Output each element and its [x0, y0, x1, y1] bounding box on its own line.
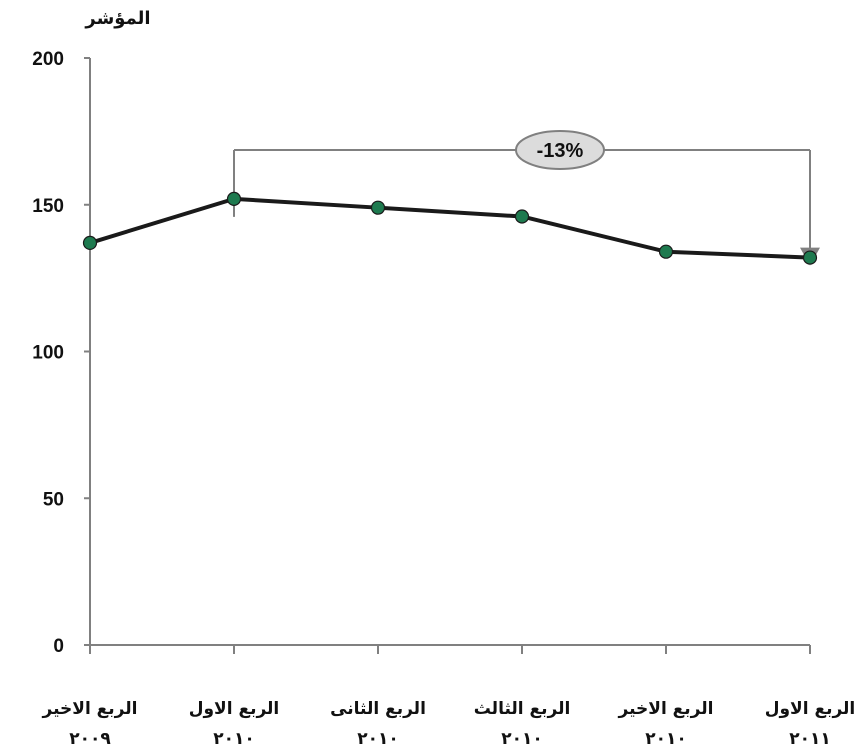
category-year-4: ٢٠١٠	[645, 729, 687, 749]
y-tick-label-100: 100	[32, 343, 64, 364]
data-point-1	[226, 191, 242, 206]
category-year-0: ٢٠٠٩	[69, 729, 111, 749]
category-year-1: ٢٠١٠	[213, 729, 255, 749]
category-label-5: الربع الاول	[765, 699, 856, 719]
callout-label: -13%	[537, 140, 584, 162]
data-point-0	[82, 235, 98, 251]
category-label-1: الربع الاول	[189, 699, 280, 719]
category-year-3: ٢٠١٠	[501, 729, 543, 749]
y-tick-label-50: 50	[43, 489, 64, 510]
data-point-2	[370, 200, 386, 215]
y-tick-label-0: 0	[53, 636, 64, 657]
series-line	[82, 191, 818, 265]
category-label-2: الربع الثانى	[330, 699, 426, 719]
data-point-5	[802, 250, 818, 265]
axes: 0 50 100 150 200	[32, 49, 811, 657]
category-year-2: ٢٠١٠	[357, 729, 399, 749]
change-annotation: -13%	[233, 130, 820, 266]
data-point-3	[514, 209, 530, 224]
y-tick-label-200: 200	[32, 49, 64, 70]
y-axis-label: المؤشر	[84, 8, 150, 29]
callout-bubble	[515, 130, 605, 170]
category-labels: الربع الاخير ٢٠٠٩ الربع الاول ٢٠١٠ الربع الث…	[42, 699, 856, 749]
y-tick-label-150: 150	[32, 196, 64, 217]
category-label-4: الربع الاخير	[618, 699, 714, 719]
category-year-5: ٢٠١١	[789, 729, 831, 749]
category-label-0: الربع الاخير	[42, 699, 138, 719]
category-label-3: الربع الثالث	[474, 699, 571, 719]
series-polyline	[89, 196, 811, 260]
data-point-4	[658, 244, 674, 259]
